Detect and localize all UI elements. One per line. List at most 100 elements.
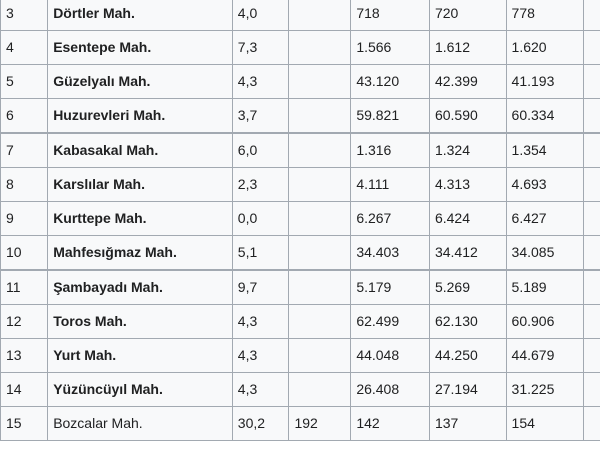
row-number-cell: 8: [0, 167, 49, 202]
neighborhood-name-cell[interactable]: Yurt Mah.: [47, 338, 233, 373]
extra-cell: [288, 98, 352, 134]
extra-cell: [288, 132, 352, 168]
population-year1-cell: 142: [350, 406, 430, 441]
population-year3-cell: 778: [505, 0, 585, 31]
population-year1-cell: 4.111: [350, 167, 430, 202]
trailing-cell: [583, 201, 600, 236]
neighborhood-name-cell[interactable]: Bozcalar Mah.: [47, 406, 233, 441]
extra-cell: [288, 269, 352, 305]
row-number-cell: 14: [0, 372, 49, 407]
row-number-cell: 11: [0, 269, 49, 305]
extra-cell: 192: [288, 406, 352, 441]
population-year1-cell: 1.566: [350, 30, 430, 65]
population-year3-cell: 1.354: [505, 132, 585, 168]
area-cell: 4,3: [231, 304, 290, 339]
population-year2-cell: 27.194: [428, 372, 507, 407]
trailing-cell: [583, 132, 600, 168]
neighborhood-name-cell[interactable]: Toros Mah.: [47, 304, 233, 339]
neighborhood-name-cell[interactable]: Karslılar Mah.: [47, 167, 233, 202]
extra-cell: [288, 167, 352, 202]
neighborhood-name-cell[interactable]: Dörtler Mah.: [47, 0, 233, 31]
population-year1-cell: 26.408: [350, 372, 430, 407]
table-row: 5 Güzelyalı Mah. 4,3 43.120 42.399 41.193: [0, 64, 600, 99]
trailing-cell: [583, 98, 600, 134]
row-number-cell: 5: [0, 64, 49, 99]
table-row: 12 Toros Mah. 4,3 62.499 62.130 60.906: [0, 304, 600, 339]
neighborhood-name-cell[interactable]: Huzurevleri Mah.: [47, 98, 233, 134]
table-row: 4 Esentepe Mah. 7,3 1.566 1.612 1.620: [0, 30, 600, 65]
population-year3-cell: 4.693: [505, 167, 585, 202]
area-cell: 6,0: [231, 132, 290, 168]
population-year3-cell: 34.085: [505, 235, 585, 271]
trailing-cell: [583, 372, 600, 407]
extra-cell: [288, 338, 352, 373]
population-year1-cell: 43.120: [350, 64, 430, 99]
neighborhood-name-cell[interactable]: Kabasakal Mah.: [47, 132, 233, 168]
population-year1-cell: 5.179: [350, 269, 430, 305]
row-number-cell: 15: [0, 406, 49, 441]
area-cell: 3,7: [231, 98, 290, 134]
trailing-cell: [583, 0, 600, 31]
population-year2-cell: 34.412: [428, 235, 507, 271]
row-number-cell: 13: [0, 338, 49, 373]
extra-cell: [288, 0, 352, 31]
population-year1-cell: 718: [350, 0, 430, 31]
population-year2-cell: 1.612: [428, 30, 507, 65]
population-year3-cell: 31.225: [505, 372, 585, 407]
extra-cell: [288, 30, 352, 65]
area-cell: 0,0: [231, 201, 290, 236]
extra-cell: [288, 201, 352, 236]
area-cell: 4,3: [231, 372, 290, 407]
area-cell: 30,2: [231, 406, 290, 441]
trailing-cell: [583, 167, 600, 202]
population-year2-cell: 42.399: [428, 64, 507, 99]
population-year1-cell: 44.048: [350, 338, 430, 373]
population-year2-cell: 5.269: [428, 269, 507, 305]
neighborhood-name-cell[interactable]: Kurttepe Mah.: [47, 201, 233, 236]
population-year2-cell: 137: [428, 406, 507, 441]
area-cell: 5,1: [231, 235, 290, 271]
population-year3-cell: 6.427: [505, 201, 585, 236]
table-row: 6 Huzurevleri Mah. 3,7 59.821 60.590 60.334: [0, 98, 600, 134]
population-year3-cell: 1.620: [505, 30, 585, 65]
population-year2-cell: 1.324: [428, 132, 507, 168]
population-year1-cell: 34.403: [350, 235, 430, 271]
neighborhood-name-cell[interactable]: Esentepe Mah.: [47, 30, 233, 65]
population-year2-cell: 6.424: [428, 201, 507, 236]
area-cell: 2,3: [231, 167, 290, 202]
row-number-cell: 4: [0, 30, 49, 65]
neighborhood-name-cell[interactable]: Mahfesığmaz Mah.: [47, 235, 233, 271]
extra-cell: [288, 372, 352, 407]
neighborhood-name-cell[interactable]: Şambayadı Mah.: [47, 269, 233, 305]
trailing-cell: [583, 338, 600, 373]
area-cell: 4,0: [231, 0, 290, 31]
population-year3-cell: 60.334: [505, 98, 585, 134]
neighborhood-name-cell[interactable]: Güzelyalı Mah.: [47, 64, 233, 99]
row-number-cell: 3: [0, 0, 49, 31]
table-row: 7 Kabasakal Mah. 6,0 1.316 1.324 1.354: [0, 132, 600, 168]
table-row: 10 Mahfesığmaz Mah. 5,1 34.403 34.412 34.085: [0, 235, 600, 271]
trailing-cell: [583, 64, 600, 99]
area-cell: 4,3: [231, 338, 290, 373]
population-year2-cell: 62.130: [428, 304, 507, 339]
row-number-cell: 10: [0, 235, 49, 271]
population-year3-cell: 41.193: [505, 64, 585, 99]
extra-cell: [288, 64, 352, 99]
table-row: 9 Kurttepe Mah. 0,0 6.267 6.424 6.427: [0, 201, 600, 236]
extra-cell: [288, 235, 352, 271]
row-number-cell: 12: [0, 304, 49, 339]
population-year3-cell: 44.679: [505, 338, 585, 373]
row-number-cell: 9: [0, 201, 49, 236]
population-year2-cell: 60.590: [428, 98, 507, 134]
table-row: 14 Yüzüncüyıl Mah. 4,3 26.408 27.194 31.225: [0, 372, 600, 407]
row-number-cell: 6: [0, 98, 49, 134]
row-number-cell: 7: [0, 132, 49, 168]
table-row: 11 Şambayadı Mah. 9,7 5.179 5.269 5.189: [0, 269, 600, 305]
table-row: 3 Dörtler Mah. 4,0 718 720 778: [0, 0, 600, 31]
trailing-cell: [583, 269, 600, 305]
area-cell: 9,7: [231, 269, 290, 305]
neighborhood-name-cell[interactable]: Yüzüncüyıl Mah.: [47, 372, 233, 407]
